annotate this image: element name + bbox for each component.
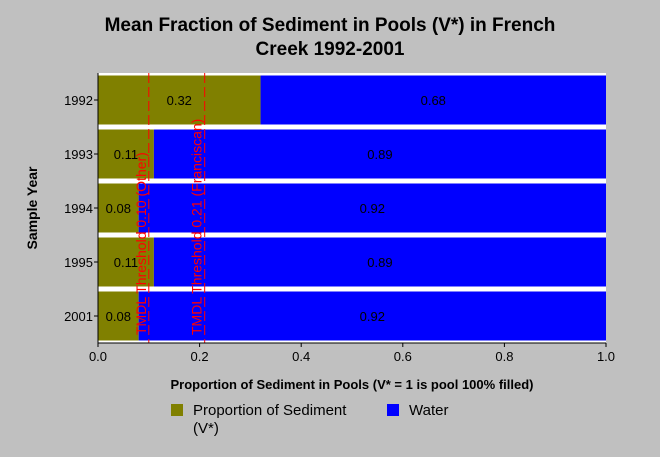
legend-item-water: Water — [387, 402, 448, 420]
y-tick-label-1994: 1994 — [64, 201, 93, 216]
y-axis-label: Sample Year — [24, 166, 40, 250]
chart-title-line-1: Mean Fraction of Sediment in Pools (V*) … — [104, 15, 556, 36]
data-label-water-1992: 0.68 — [421, 93, 446, 108]
x-tick-label-0.0: 0.0 — [89, 349, 107, 364]
bar-water-1994 — [138, 183, 606, 233]
bar-sediment-2001 — [98, 291, 139, 341]
legend-item-sediment: Proportion of Sediment (V*) — [171, 402, 346, 438]
bar-water-1993 — [153, 129, 606, 179]
x-tick-label-0.2: 0.2 — [191, 349, 209, 364]
y-tick-label-1992: 1992 — [64, 93, 93, 108]
threshold-label-1: TMDL Threshold 0.10 (Other) — [133, 152, 149, 335]
y-tick-label-1993: 1993 — [64, 147, 93, 162]
bar-water-1995 — [153, 237, 606, 287]
legend-label-sediment-line-2: (V*) — [193, 420, 219, 437]
x-tick-label-0.8: 0.8 — [495, 349, 513, 364]
legend-label-water: Water — [409, 402, 449, 419]
data-label-sediment-2001: 0.08 — [106, 309, 131, 324]
data-label-water-1994: 0.92 — [360, 201, 385, 216]
data-label-water-1993: 0.89 — [367, 147, 392, 162]
x-tick-label-1.0: 1.0 — [597, 349, 615, 364]
data-label-water-1995: 0.89 — [367, 255, 392, 270]
legend-swatch-water — [387, 404, 399, 416]
x-tick-label-0.6: 0.6 — [394, 349, 412, 364]
bar-sediment-1995 — [98, 237, 154, 287]
y-tick-label-2001: 2001 — [64, 309, 93, 324]
chart-title-line-2: Creek 1992-2001 — [255, 39, 405, 60]
bar-sediment-1992 — [98, 75, 261, 125]
bar-water-2001 — [138, 291, 606, 341]
data-label-sediment-1993: 0.11 — [114, 147, 138, 162]
data-label-sediment-1992: 0.32 — [167, 93, 192, 108]
threshold-label-2: TMDL Threshold 0.21 (Franciscan) — [189, 119, 205, 335]
x-tick-label-0.4: 0.4 — [292, 349, 310, 364]
data-label-sediment-1995: 0.11 — [114, 255, 138, 270]
legend-label-sediment-line-1: Proportion of Sediment — [193, 402, 347, 419]
bar-water-1992 — [260, 75, 606, 125]
data-label-sediment-1994: 0.08 — [106, 201, 131, 216]
x-axis-label: Proportion of Sediment in Pools (V* = 1 … — [171, 377, 534, 392]
y-tick-label-1995: 1995 — [64, 255, 93, 270]
bar-sediment-1994 — [98, 183, 139, 233]
data-label-water-2001: 0.92 — [360, 309, 385, 324]
chart-title: Mean Fraction of Sediment in Pools (V*) … — [0, 14, 660, 62]
legend-swatch-sediment — [171, 404, 183, 416]
bar-sediment-1993 — [98, 129, 154, 179]
